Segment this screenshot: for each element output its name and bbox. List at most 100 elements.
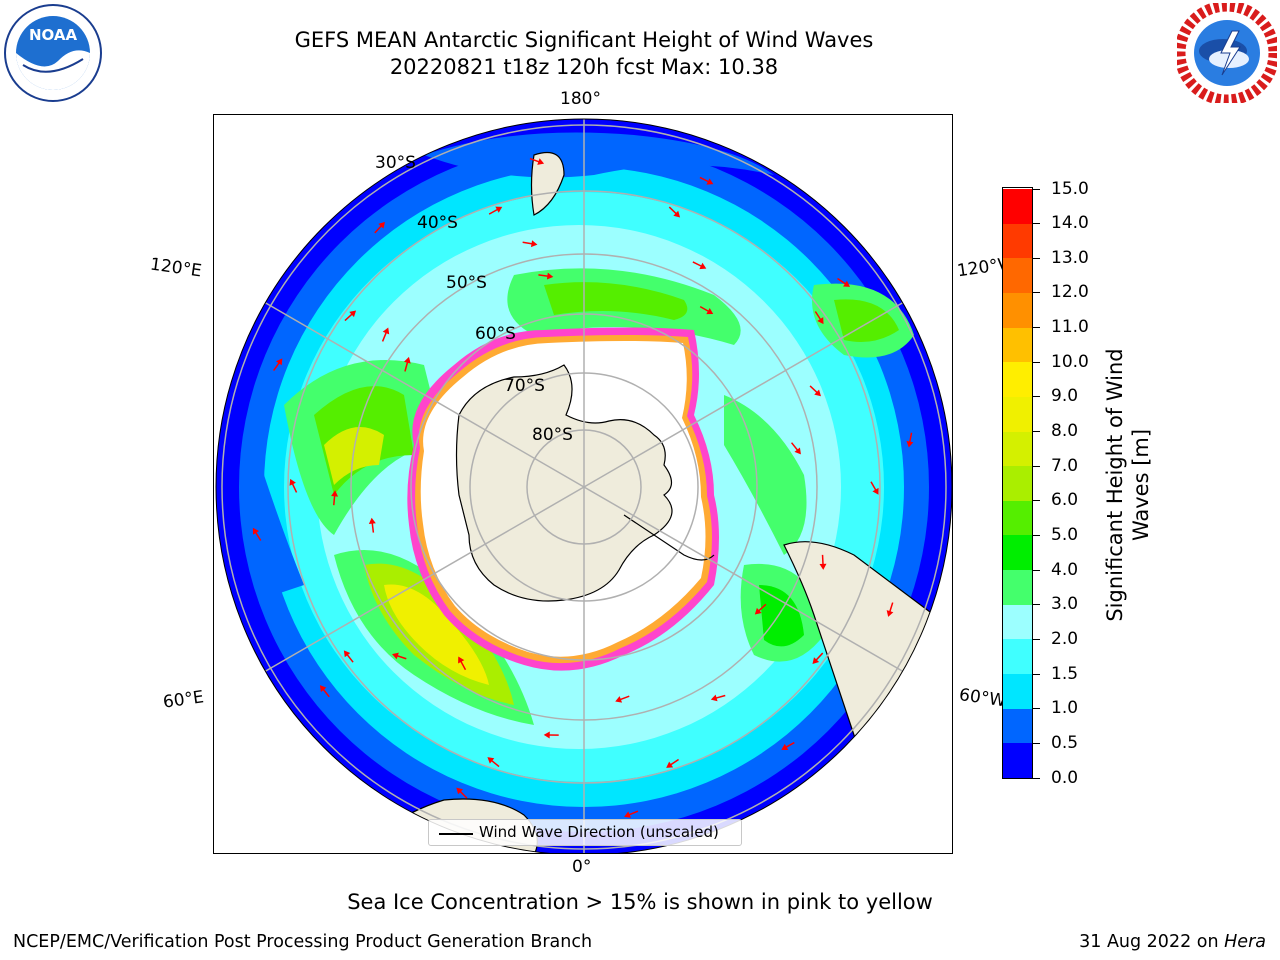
wave-arrow-head — [666, 761, 674, 768]
noaa-logo-text: NOAA — [29, 26, 78, 44]
wave-arrow-head — [624, 811, 631, 818]
colorbar-tick-label: 2.0 — [1051, 628, 1079, 649]
wave-arrow-head — [886, 610, 894, 617]
wave-arrow-head — [615, 696, 623, 703]
wave-arrow-shaft — [344, 313, 353, 322]
wave-arrow-head — [814, 389, 822, 397]
lon-label-120e: 120°E — [148, 254, 203, 282]
wave-arrow-shaft — [371, 522, 375, 533]
wave-arrow-shaft — [888, 602, 894, 613]
colorbar-tick — [1033, 361, 1040, 363]
wave-arrow-head — [456, 787, 464, 795]
colorbar-tick-label: 1.0 — [1051, 698, 1079, 719]
colorbar-tick-label: 14.0 — [1051, 213, 1089, 234]
new-zealand — [530, 151, 565, 216]
colorbar-tick-label: 9.0 — [1051, 386, 1079, 407]
wave-arrow-head — [252, 527, 259, 535]
colorbar-title-line1: Significant Height of Wind — [1103, 348, 1127, 622]
wave-arrow-shaft — [908, 432, 913, 443]
map-legend: Wind Wave Direction (unscaled) — [428, 819, 742, 846]
colorbar-tick-label: 0.0 — [1051, 767, 1079, 788]
wave-arrow-shaft — [291, 483, 298, 493]
noaa-logo: NOAA — [4, 4, 102, 102]
colorbar-bin — [1003, 500, 1032, 536]
wave-arrow-shaft — [809, 385, 818, 394]
legend-label: Wind Wave Direction (unscaled) — [479, 823, 719, 841]
lat-label-80s: 80°S — [532, 425, 573, 445]
colorbar-tick-label: 4.0 — [1051, 559, 1079, 580]
wave-arrow-shaft — [814, 311, 822, 321]
wave-arrow-head — [382, 327, 390, 335]
colorbar-tick — [1033, 708, 1040, 710]
wave-arrow-head — [706, 307, 714, 315]
wave-arrow-head — [754, 607, 762, 615]
colorbar-title: Significant Height of Wind Waves [m] — [1102, 348, 1154, 621]
colorbar-bin — [1003, 292, 1032, 328]
wave-arrow-shaft — [669, 758, 680, 766]
colorbar-bin — [1003, 569, 1032, 605]
lat-label-60s: 60°S — [475, 324, 516, 344]
nws-logo — [1177, 3, 1277, 103]
lat-label-40s: 40°S — [417, 213, 458, 233]
wave-arrow-shaft — [699, 176, 710, 183]
wave-arrow-shaft — [273, 362, 281, 372]
wave-arrow-head — [817, 317, 824, 325]
wave-arrow-head — [319, 685, 327, 692]
wave-arrow-head — [872, 487, 879, 495]
colorbar-bin — [1003, 431, 1032, 467]
colorbar-tick-label: 11.0 — [1051, 317, 1089, 338]
wave-arrow-head — [289, 478, 296, 486]
wave-arrow-shaft — [460, 660, 467, 671]
wave-arrow-head — [699, 262, 707, 270]
colorbar-tick-label: 12.0 — [1051, 282, 1089, 303]
colorbar-bin — [1003, 673, 1032, 709]
wave-arrow-shaft — [381, 331, 388, 342]
footer-branch: NCEP/EMC/Verification Post Processing Pr… — [13, 932, 593, 952]
wave-arrow-shaft — [790, 442, 799, 451]
sea-ice-note: Sea Ice Concentration > 15% is shown in … — [347, 890, 933, 914]
colorbar-tick — [1033, 500, 1040, 502]
wave-arrow-shaft — [254, 531, 262, 541]
lon-label-60e: 60°E — [161, 687, 206, 713]
colorbar-bin — [1003, 188, 1032, 224]
wave-arrow-head — [331, 490, 339, 497]
wave-arrow-shaft — [374, 225, 383, 234]
wave-arrow-shaft — [668, 206, 678, 215]
colorbar-tick-label: 6.0 — [1051, 490, 1079, 511]
wave-arrow-head — [495, 206, 503, 213]
colorbar-tick — [1033, 777, 1040, 779]
colorbar-bin — [1003, 708, 1032, 744]
wind-wave-arrows — [252, 157, 914, 818]
wave-arrow-head — [781, 743, 789, 751]
colorbar-tick-label: 5.0 — [1051, 524, 1079, 545]
wave-arrow-head — [843, 280, 850, 287]
colorbar-tick — [1033, 604, 1040, 606]
wave-arrow-shaft — [488, 208, 499, 215]
wave-arrow-head — [794, 447, 801, 455]
wave-arrow-head — [537, 158, 545, 165]
wave-arrow-shaft — [699, 305, 710, 313]
wave-arrow-shaft — [522, 241, 533, 245]
lon-label-60w: 60°W — [957, 685, 1005, 711]
colorbar-bin — [1003, 257, 1032, 293]
wave-arrow-shaft — [396, 654, 407, 660]
footer-host: Hera — [1224, 932, 1266, 952]
wave-arrow-shaft — [757, 603, 767, 612]
colorbar-bin — [1003, 638, 1032, 675]
wave-arrow-shaft — [815, 652, 824, 661]
wave-arrow-shaft — [715, 694, 726, 699]
wave-arrow-head — [530, 240, 538, 248]
colorbar-tick — [1033, 188, 1040, 190]
antarctica — [455, 364, 673, 602]
wave-arrow-shaft — [459, 790, 468, 799]
wave-arrow-shaft — [785, 741, 795, 749]
colorbar-bin — [1003, 361, 1032, 397]
wave-arrow-head — [673, 210, 681, 218]
wave-arrow-shaft — [404, 361, 409, 372]
legend-line-swatch — [439, 833, 473, 835]
colorbar-tick-label: 13.0 — [1051, 247, 1089, 268]
wave-arrow-head — [276, 358, 283, 366]
wave-arrow-shaft — [870, 481, 877, 491]
colorbar-bin — [1003, 742, 1032, 778]
wave-arrow-shaft — [619, 695, 630, 701]
